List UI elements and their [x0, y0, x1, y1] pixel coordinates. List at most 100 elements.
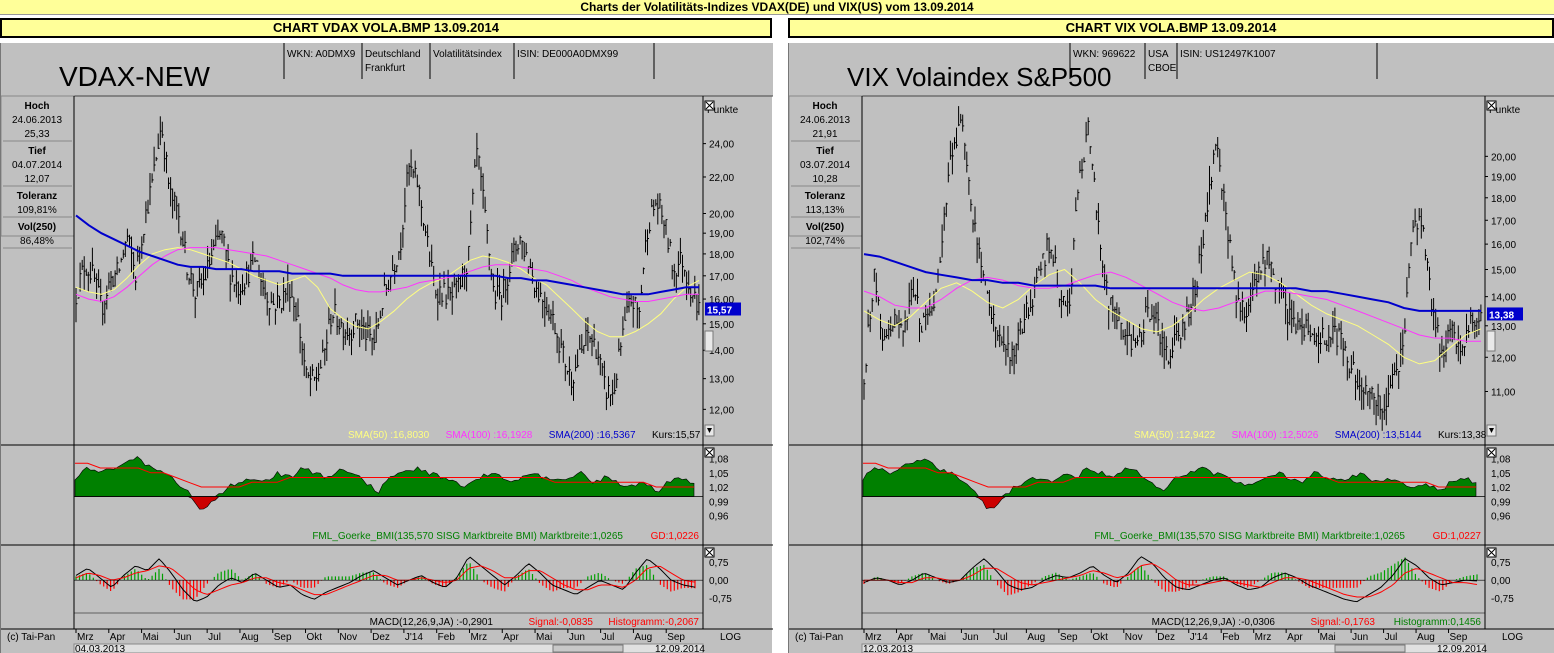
- y-tick-label: 16,00: [1491, 240, 1516, 251]
- bmi-area-positive: [74, 456, 695, 497]
- x-tick-label: Mrz: [77, 632, 94, 643]
- x-tick-label: Mrz: [865, 632, 882, 643]
- current-price-label: 15,57: [707, 305, 732, 316]
- info-cell: Deutschland: [365, 49, 421, 60]
- start-date-label: 04.03.2013: [75, 644, 125, 653]
- scroll-handle[interactable]: [1486, 330, 1496, 352]
- x-tick-label: Mrz: [470, 632, 487, 643]
- x-tick-label: Jul: [1385, 632, 1398, 643]
- log-toggle[interactable]: LOG: [720, 632, 741, 643]
- macd-signal-line: [75, 565, 696, 596]
- x-tick-label: J'14: [1190, 632, 1208, 643]
- y-tick-label: 15,00: [709, 320, 734, 331]
- sma-line-sma200: [863, 253, 1481, 312]
- x-tick-label: Okt: [1092, 632, 1108, 643]
- x-tick-label: Dez: [372, 632, 390, 643]
- bmi-label: FML_Goerke_BMI(135,570 SISG Marktbreite …: [312, 531, 623, 542]
- bmi-gd-line: [863, 462, 1476, 488]
- time-scrollbar[interactable]: [73, 643, 704, 653]
- sma-line-sma100: [75, 247, 699, 303]
- scroll-thumb[interactable]: [1334, 644, 1406, 653]
- x-tick-label: Jun: [569, 632, 585, 643]
- copyright: (c) Tai-Pan: [795, 632, 843, 643]
- x-tick-label: Mai: [143, 632, 159, 643]
- scroll-thumb[interactable]: [552, 644, 624, 653]
- legend-entry: SMA(100) :16,1928: [446, 430, 533, 441]
- log-toggle[interactable]: LOG: [1502, 632, 1523, 643]
- stat-label: Vol(250): [806, 222, 844, 233]
- bmi-tick-label: 0,99: [709, 497, 729, 508]
- x-tick-label: Jun: [1352, 632, 1368, 643]
- macd-line: [75, 556, 696, 602]
- y-tick-label: 12,00: [1491, 353, 1516, 364]
- close-icon[interactable]: [705, 548, 714, 557]
- panel-header: CHART VDAX VOLA.BMP 13.09.2014: [0, 18, 772, 38]
- legend-entry: SMA(50) :12,9422: [1134, 430, 1216, 441]
- stat-value: 03.07.2014: [800, 160, 850, 171]
- macd-histogram-label: Histogramm:-0,2067: [608, 617, 699, 628]
- current-price-label: 13,38: [1489, 310, 1514, 321]
- close-icon[interactable]: [705, 101, 714, 110]
- y-tick-label: 14,00: [709, 346, 734, 357]
- stats-box: [1, 95, 75, 237]
- close-icon[interactable]: [1487, 548, 1496, 557]
- y-tick-label: 19,00: [1491, 173, 1516, 184]
- x-tick-label: Feb: [1222, 632, 1240, 643]
- macd-signal-label: Signal:-0,1763: [1311, 617, 1376, 628]
- time-scrollbar[interactable]: [861, 643, 1486, 653]
- x-tick-label: Aug: [1027, 632, 1045, 643]
- unit-label: Punkte: [707, 105, 739, 116]
- macd-label: MACD(12,26,9,JA) :-0,2901: [370, 617, 494, 628]
- stat-label: Tief: [816, 146, 834, 157]
- macd-signal-label: Signal:-0,0835: [529, 617, 594, 628]
- x-tick-label: Sep: [274, 632, 292, 643]
- macd-tick-label: 0,75: [709, 558, 729, 569]
- x-tick-label: Mai: [930, 632, 946, 643]
- x-tick-label: Jul: [602, 632, 615, 643]
- stat-value: 21,91: [812, 129, 837, 140]
- y-tick-label: 20,00: [1491, 152, 1516, 163]
- scroll-handle[interactable]: [704, 330, 714, 352]
- stat-label: Toleranz: [17, 191, 57, 202]
- close-icon[interactable]: [1487, 101, 1496, 110]
- y-tick-label: 17,00: [709, 272, 734, 283]
- info-bar: [789, 43, 1554, 96]
- bmi-tick-label: 0,99: [1491, 497, 1511, 508]
- sma-line-sma100: [863, 271, 1481, 342]
- chevron-down-icon: [707, 428, 712, 433]
- bmi-gd-label: GD:1,0226: [651, 531, 700, 542]
- y-tick-label: 17,00: [1491, 216, 1516, 227]
- close-icon[interactable]: [705, 448, 714, 457]
- current-price-badge: [705, 302, 741, 316]
- macd-label: MACD(12,26,9,JA) :-0,0306: [1152, 617, 1276, 628]
- bmi-tick-label: 1,02: [709, 483, 729, 494]
- legend-entry: SMA(200) :13,5144: [1335, 430, 1422, 441]
- y-tick-label: 18,00: [1491, 194, 1516, 205]
- end-date-label: 12.09.2014: [655, 644, 705, 653]
- x-tick-label: Sep: [1060, 632, 1078, 643]
- x-tick-label: Sep: [1450, 632, 1468, 643]
- x-tick-label: Jul: [995, 632, 1008, 643]
- y-tick-label: 16,00: [709, 295, 734, 306]
- bmi-tick-label: 1,08: [1491, 455, 1511, 466]
- chart-area: VDAX-NEW WKN: A0DMX9 Deutschland Frankfurt V…: [0, 43, 773, 653]
- legend-entry: Kurs:15,57: [652, 430, 701, 441]
- bmi-tick-label: 0,96: [709, 512, 729, 523]
- bmi-label: FML_Goerke_BMI(135,570 SISG Marktbreite …: [1094, 531, 1405, 542]
- macd-tick-label: -0,75: [709, 594, 732, 605]
- current-price-badge: [1487, 307, 1523, 321]
- vix-chart: VIX Volaindex S&P500 WKN: 969622 USA CBOEIS…: [789, 43, 1554, 653]
- stat-value: 04.07.2014: [12, 160, 62, 171]
- bmi-tick-label: 0,96: [1491, 512, 1511, 523]
- bmi-gd-label: GD:1,0227: [1433, 531, 1482, 542]
- close-icon[interactable]: [1487, 448, 1496, 457]
- x-tick-label: Jun: [175, 632, 191, 643]
- unit-label: Punkte: [1489, 105, 1521, 116]
- stat-value: 24.06.2013: [800, 115, 850, 126]
- macd-histogram-label: Histogramm:0,1456: [1394, 617, 1482, 628]
- bmi-tick-label: 1,05: [709, 469, 729, 480]
- stat-value: 10,28: [812, 174, 837, 185]
- macd-signal-line: [864, 563, 1478, 598]
- x-tick-label: Aug: [1417, 632, 1435, 643]
- chart-area: VIX Volaindex S&P500 WKN: 969622 USA CBOE IS…: [788, 43, 1554, 653]
